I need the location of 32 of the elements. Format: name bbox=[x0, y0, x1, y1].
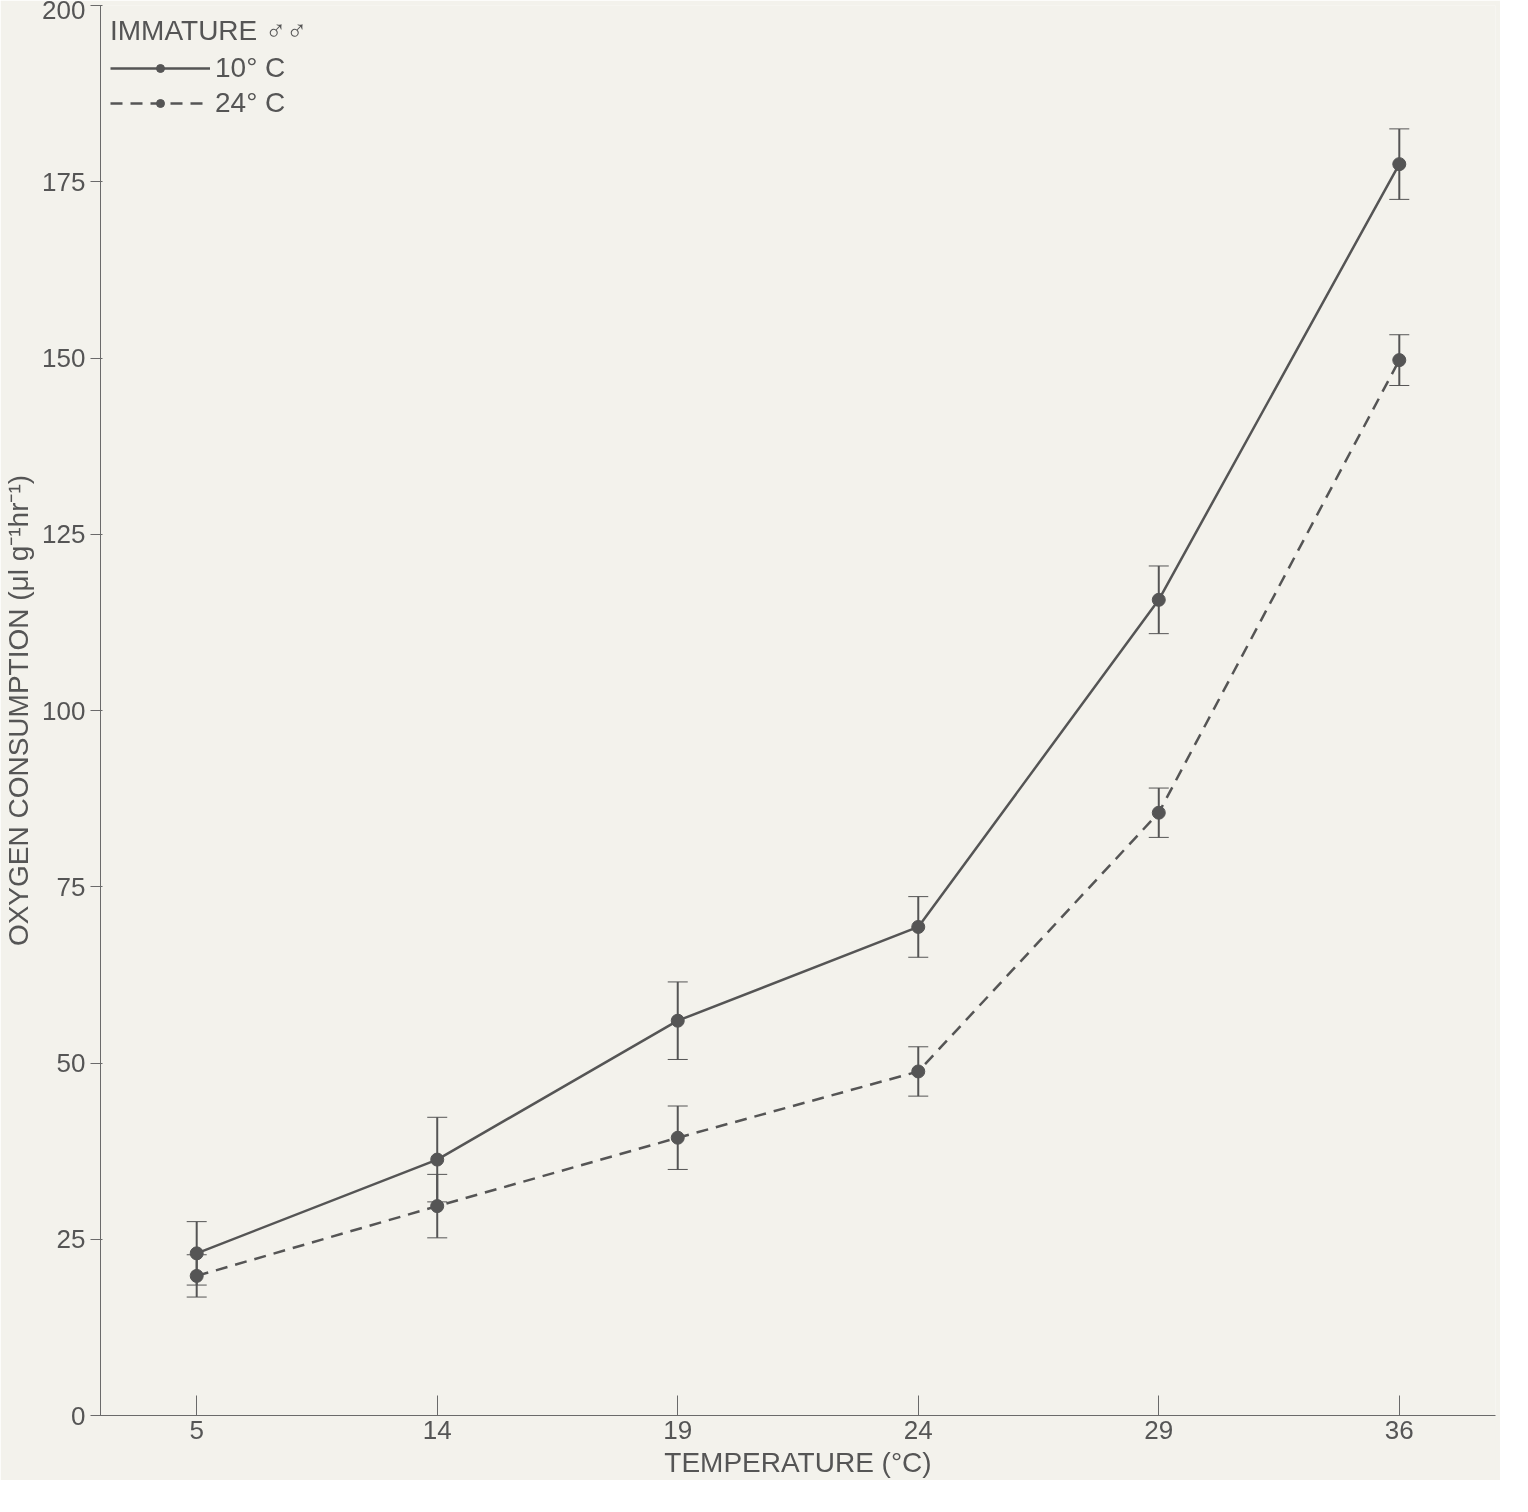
x-axis-title: TEMPERATURE (°C) bbox=[664, 1446, 932, 1478]
y-tick-label: 200 bbox=[42, 0, 86, 25]
point bbox=[1151, 592, 1166, 607]
point bbox=[189, 1246, 204, 1261]
y-tick-label: 25 bbox=[56, 1224, 86, 1255]
point bbox=[430, 1152, 445, 1167]
point bbox=[1151, 805, 1166, 820]
x-tick-label: 5 bbox=[189, 1414, 204, 1445]
y-axis-title: OXYGEN CONSUMPTION (μl g⁻¹hr⁻¹) bbox=[3, 474, 35, 947]
point bbox=[911, 919, 926, 934]
x-tick-label: 14 bbox=[422, 1414, 452, 1445]
point bbox=[189, 1268, 204, 1283]
y-tick-label: 75 bbox=[56, 871, 86, 902]
y-tick-label: 150 bbox=[42, 343, 86, 373]
point bbox=[1392, 157, 1407, 172]
point bbox=[1392, 353, 1407, 368]
x-tick-label: 24 bbox=[903, 1414, 933, 1445]
point bbox=[670, 1130, 685, 1145]
legend-title: IMMATURE ♂♂ bbox=[110, 15, 308, 47]
x-tick-label: 36 bbox=[1384, 1414, 1414, 1445]
legend-label: 24° C bbox=[215, 87, 286, 119]
y-tick-label: 100 bbox=[42, 695, 86, 726]
y-tick-label: 0 bbox=[71, 1400, 86, 1431]
point bbox=[670, 1013, 685, 1028]
y-tick-label: 175 bbox=[42, 166, 86, 197]
x-tick-label: 19 bbox=[663, 1414, 693, 1445]
legend-label: 10° C bbox=[215, 52, 286, 84]
point bbox=[911, 1064, 926, 1079]
x-tick-label: 29 bbox=[1144, 1414, 1174, 1445]
y-tick-label: 50 bbox=[56, 1048, 86, 1078]
point bbox=[430, 1199, 445, 1214]
y-tick-label: 125 bbox=[42, 519, 86, 550]
